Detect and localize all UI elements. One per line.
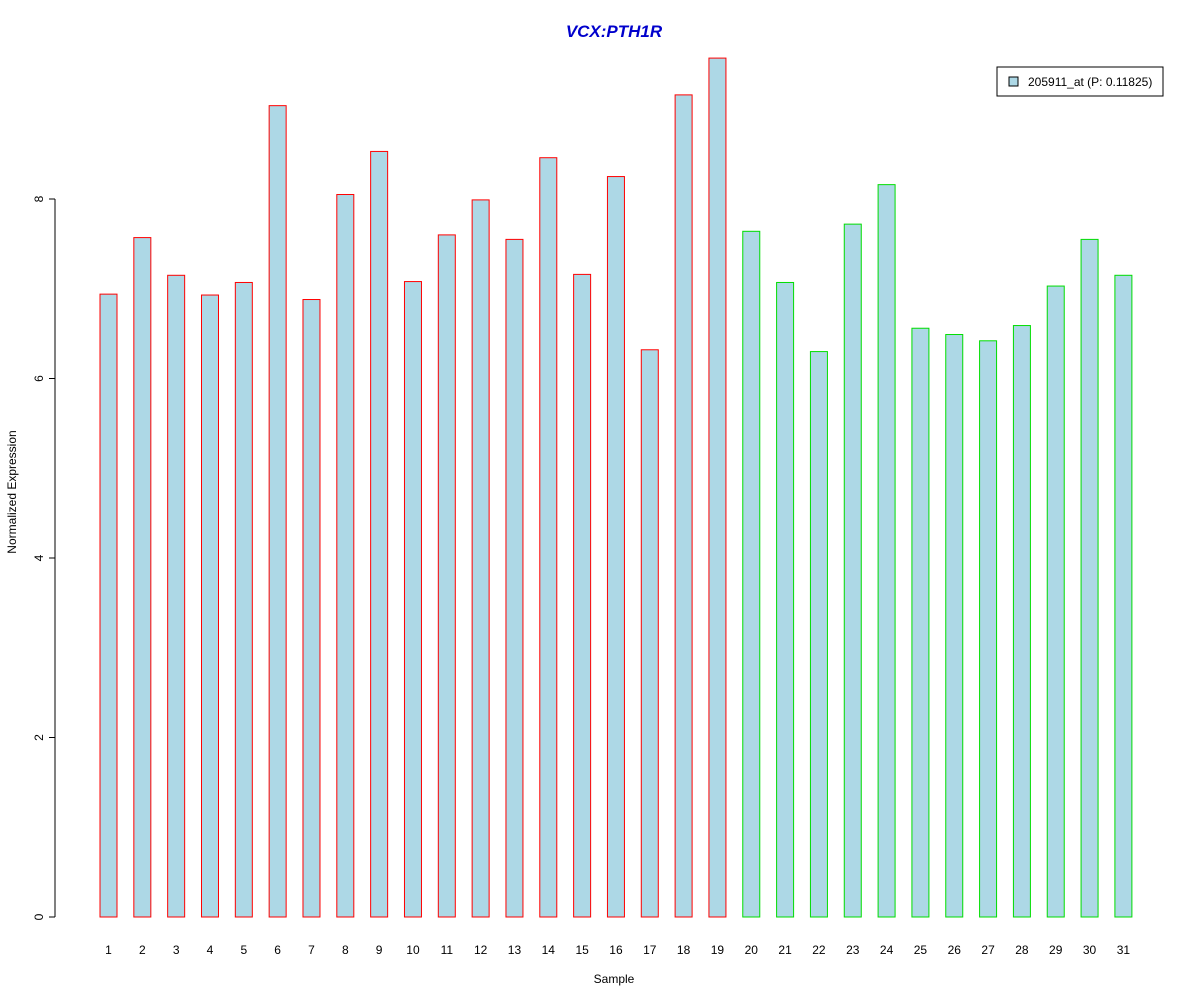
x-tick-label: 26 (948, 943, 962, 957)
bar-sample-24 (877, 184, 896, 918)
x-tick-label: 29 (1049, 943, 1063, 957)
legend-label: 205911_at (P: 0.11825) (1028, 75, 1152, 89)
bar-sample-17 (640, 349, 659, 918)
bar-sample-27 (979, 340, 998, 918)
bar-sample-1 (99, 293, 118, 918)
x-tick-label: 1 (105, 943, 112, 957)
x-tick-labels: 1 2 3 4 5 6 7 8 9 10 11 12 13 14 15 16 17 18 19 20 21 22 23 24 2… (105, 943, 1130, 957)
x-tick-label: 27 (981, 943, 995, 957)
bar-sample-5 (234, 281, 253, 918)
bar-sample-2 (133, 237, 152, 918)
y-tick-label: 8 (32, 195, 46, 202)
legend: 205911_at (P: 0.11825) (996, 66, 1164, 97)
bar-sample-31 (1114, 274, 1133, 918)
x-tick-label: 5 (240, 943, 247, 957)
x-tick-label: 10 (406, 943, 420, 957)
x-tick-label: 16 (609, 943, 623, 957)
x-tick-label: 18 (677, 943, 691, 957)
x-tick-label: 22 (812, 943, 826, 957)
bar-sample-21 (776, 281, 795, 918)
bar-sample-8 (336, 194, 355, 918)
bar-sample-14 (539, 157, 558, 918)
bar-sample-7 (302, 299, 321, 918)
x-tick-label: 19 (711, 943, 725, 957)
bar-sample-20 (742, 230, 761, 918)
y-tick-label: 4 (32, 554, 46, 561)
bar-sample-25 (911, 327, 930, 918)
x-tick-label: 21 (778, 943, 792, 957)
legend-swatch (1008, 76, 1019, 87)
bar-sample-10 (403, 281, 422, 918)
y-tick-label: 0 (32, 913, 46, 920)
x-tick-label: 6 (274, 943, 281, 957)
legend-box (996, 66, 1164, 97)
bar-sample-19 (708, 57, 727, 918)
chart-title: VCX:PTH1R (566, 22, 663, 41)
bar-sample-4 (200, 294, 219, 918)
y-tick-label: 6 (32, 375, 46, 382)
bars (99, 57, 1133, 918)
bar-sample-18 (674, 94, 693, 918)
bar-sample-12 (471, 199, 490, 918)
bar-sample-3 (167, 274, 186, 918)
x-tick-label: 20 (745, 943, 759, 957)
x-tick-label: 7 (308, 943, 315, 957)
bar-sample-30 (1080, 238, 1099, 918)
bar-sample-9 (370, 150, 389, 918)
x-tick-label: 2 (139, 943, 146, 957)
bar-sample-11 (437, 234, 456, 918)
x-tick-label: 9 (376, 943, 383, 957)
x-tick-label: 14 (542, 943, 556, 957)
x-tick-label: 30 (1083, 943, 1097, 957)
bar-sample-13 (505, 238, 524, 918)
x-tick-label: 23 (846, 943, 860, 957)
x-tick-label: 25 (914, 943, 928, 957)
x-tick-label: 24 (880, 943, 894, 957)
bar-sample-23 (843, 223, 862, 918)
bar-sample-15 (573, 273, 592, 918)
bar-sample-6 (268, 105, 287, 918)
y-axis: 0 2 4 6 8 (32, 195, 56, 920)
bar-sample-16 (606, 176, 625, 918)
bar-sample-29 (1046, 285, 1065, 918)
x-tick-label: 4 (207, 943, 214, 957)
x-tick-label: 8 (342, 943, 349, 957)
x-tick-label: 28 (1015, 943, 1029, 957)
x-axis-title: Sample (594, 972, 635, 986)
x-tick-label: 12 (474, 943, 488, 957)
x-tick-label: 3 (173, 943, 180, 957)
x-tick-label: 13 (508, 943, 522, 957)
y-axis-title: Normalized Expression (5, 430, 19, 553)
x-tick-label: 15 (575, 943, 589, 957)
y-tick-label: 2 (32, 734, 46, 741)
x-tick-label: 11 (441, 943, 454, 957)
bar-sample-22 (809, 351, 828, 918)
x-tick-label: 17 (643, 943, 657, 957)
x-tick-label: 31 (1117, 943, 1131, 957)
bar-sample-28 (1012, 325, 1031, 918)
bar-sample-26 (945, 334, 964, 918)
